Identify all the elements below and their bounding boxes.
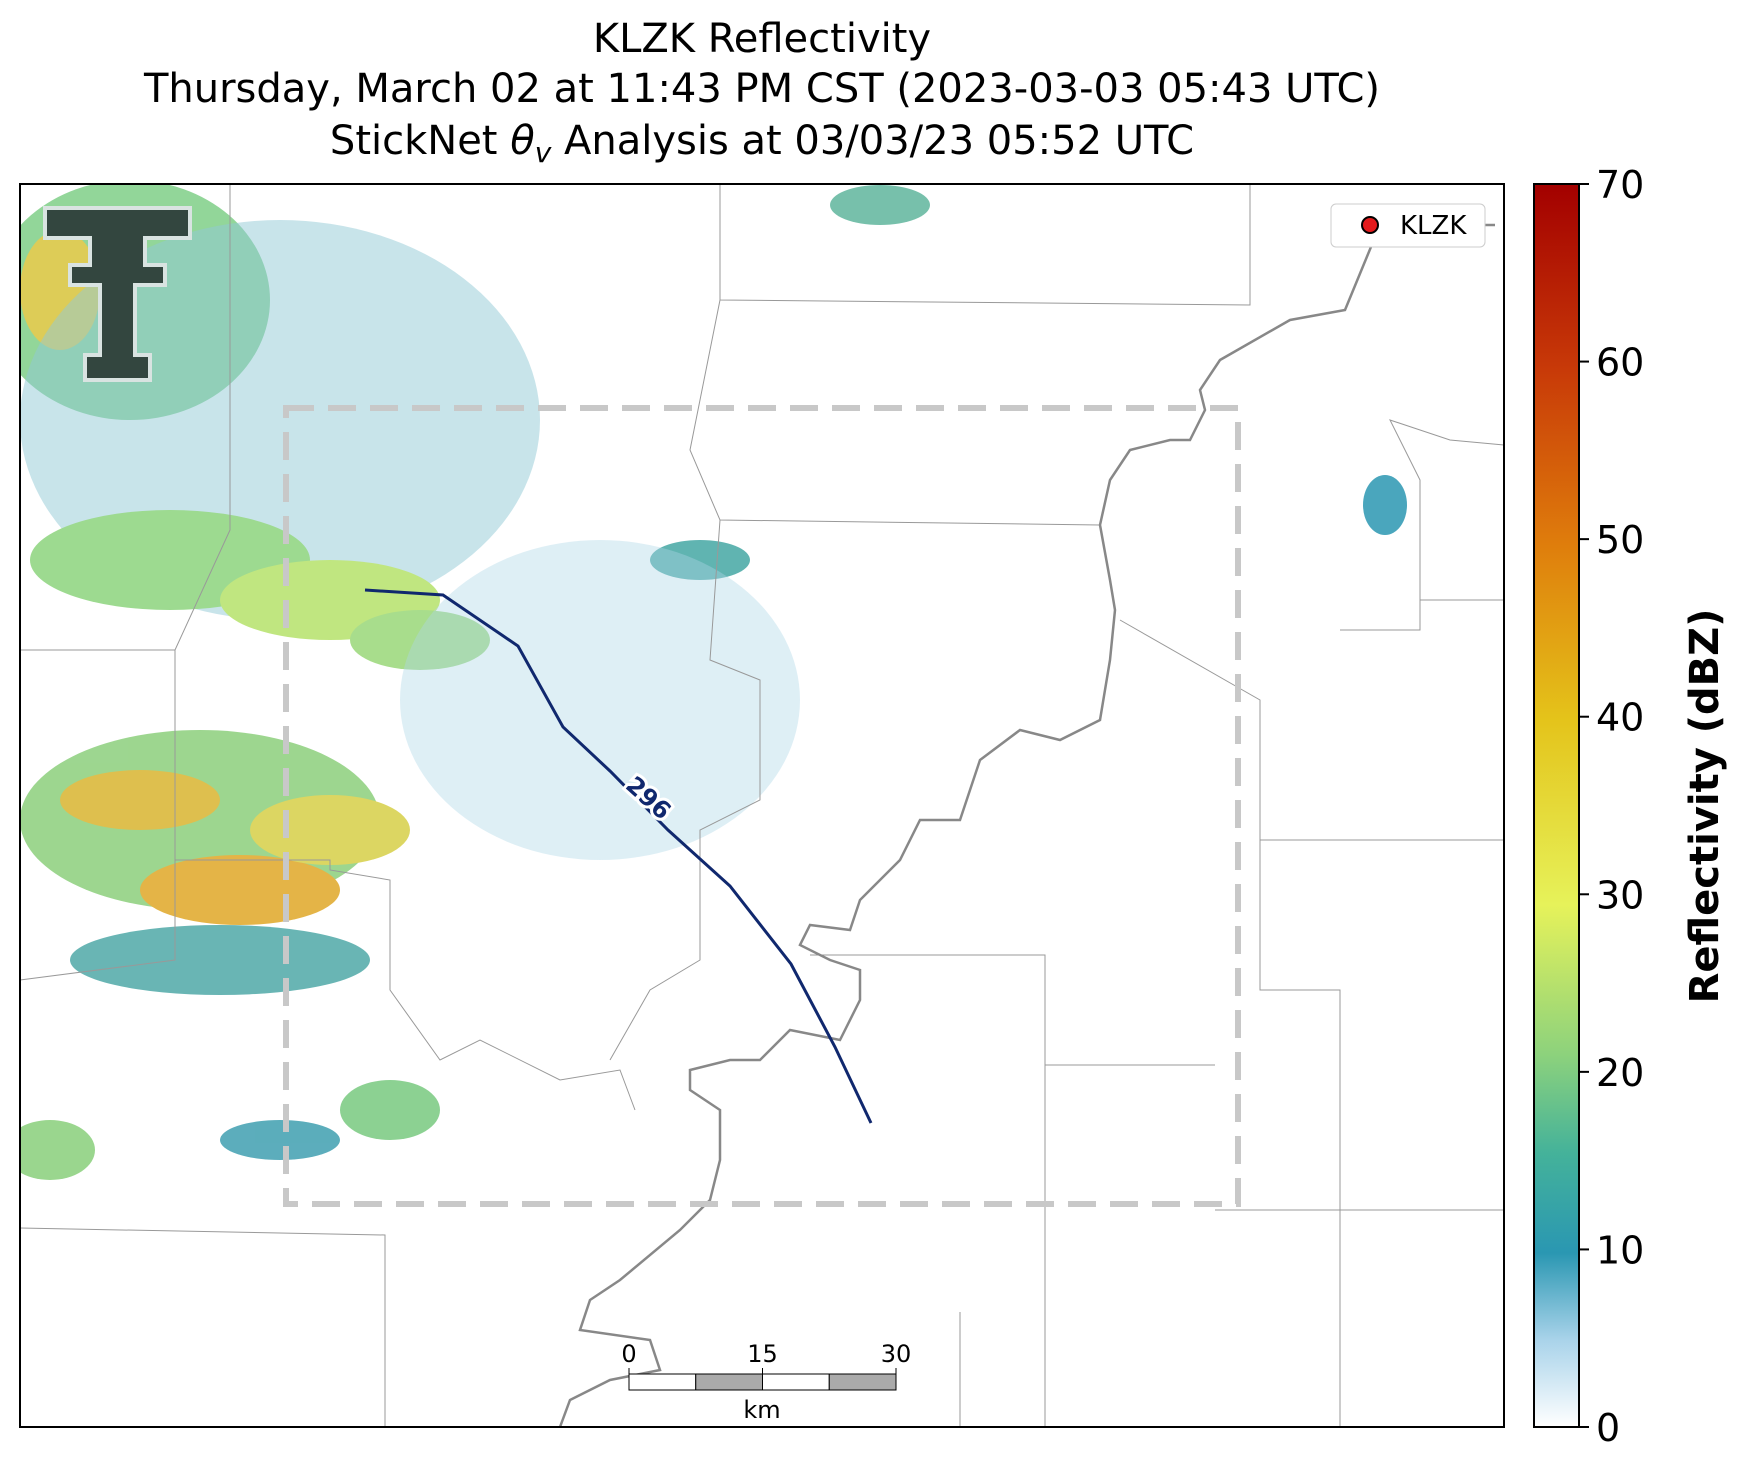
analysis-title: StickNet θv Analysis at 03/03/23 05:52 U… bbox=[330, 118, 1194, 169]
county-line bbox=[810, 954, 1046, 1427]
legend: KLZK bbox=[1330, 203, 1486, 248]
title: KLZK Reflectivity bbox=[593, 16, 931, 62]
map-frame bbox=[19, 183, 1505, 1428]
radar-echo bbox=[70, 925, 370, 995]
text-part: Analysis at 03/03/23 05:52 UTC bbox=[551, 118, 1194, 164]
scale-segment bbox=[828, 1373, 897, 1391]
radar-echo bbox=[250, 795, 410, 865]
scale-segment bbox=[695, 1373, 763, 1391]
county-line bbox=[689, 299, 1101, 526]
legend-marker bbox=[1361, 216, 1379, 234]
logo bbox=[43, 206, 192, 382]
scale-unit: km bbox=[743, 1396, 780, 1424]
colorbar-tick-label: 60 bbox=[1596, 341, 1644, 385]
radar-echo bbox=[650, 540, 750, 580]
county-line bbox=[1340, 599, 1504, 631]
county-line bbox=[1259, 840, 1341, 1427]
logo-shape bbox=[43, 206, 192, 382]
text-part: v bbox=[535, 136, 552, 169]
legend-label: KLZK bbox=[1400, 211, 1467, 241]
scale-bar: km 0 15 30 bbox=[621, 1340, 911, 1424]
radar-echo bbox=[20, 230, 100, 350]
colorbar-tick-label: 20 bbox=[1596, 1051, 1644, 1095]
river bbox=[558, 223, 1495, 1427]
scale-segment bbox=[628, 1373, 697, 1391]
county-line bbox=[174, 184, 231, 651]
county-line bbox=[20, 1227, 386, 1427]
county-line bbox=[609, 519, 761, 1061]
scale-segment bbox=[762, 1373, 830, 1391]
radar-echo bbox=[830, 185, 930, 225]
colorbar-tick-label: 10 bbox=[1596, 1228, 1644, 1272]
radar-echo bbox=[1363, 475, 1407, 535]
colorbar-label: Reflectivity (dBZ) bbox=[1682, 609, 1728, 1004]
county-line bbox=[20, 649, 636, 1111]
radar-echo bbox=[400, 540, 800, 860]
map: 296 bbox=[20, 184, 1504, 1427]
text-part: θ bbox=[510, 118, 534, 164]
colorbar bbox=[1533, 183, 1580, 1428]
county-line bbox=[1389, 419, 1504, 630]
radar-echo bbox=[60, 770, 220, 830]
county-line bbox=[20, 860, 176, 981]
legend-box bbox=[1330, 203, 1486, 248]
subtitle: Thursday, March 02 at 11:43 PM CST (2023… bbox=[143, 66, 1380, 112]
colorbar-tick-label: 40 bbox=[1596, 696, 1644, 740]
radar-echoes bbox=[20, 184, 1407, 1180]
scale-tick-label: 15 bbox=[747, 1340, 778, 1368]
radar-echo bbox=[340, 1080, 440, 1140]
colorbar-tick-label: 30 bbox=[1596, 873, 1644, 917]
county-line bbox=[719, 184, 1251, 306]
colorbar-tick-label: 0 bbox=[1596, 1406, 1620, 1450]
colorbar-tick-label: 70 bbox=[1596, 163, 1644, 207]
colorbar-ticks: 0 10 20 30 40 50 60 70 bbox=[1579, 163, 1644, 1450]
colorbar-tick-label: 50 bbox=[1596, 518, 1644, 562]
county-lines bbox=[20, 184, 1504, 1427]
county-line bbox=[1119, 619, 1504, 841]
scale-tick-label: 0 bbox=[621, 1340, 636, 1368]
scale-tick-label: 30 bbox=[881, 1340, 912, 1368]
contour-line bbox=[364, 588, 873, 1124]
radar-echo bbox=[20, 1120, 95, 1180]
analysis-domain bbox=[283, 405, 1241, 1207]
radar-echo bbox=[220, 1120, 340, 1160]
text-part: StickNet bbox=[330, 118, 510, 164]
radar-echo bbox=[350, 610, 490, 670]
radar-echo bbox=[140, 855, 340, 925]
